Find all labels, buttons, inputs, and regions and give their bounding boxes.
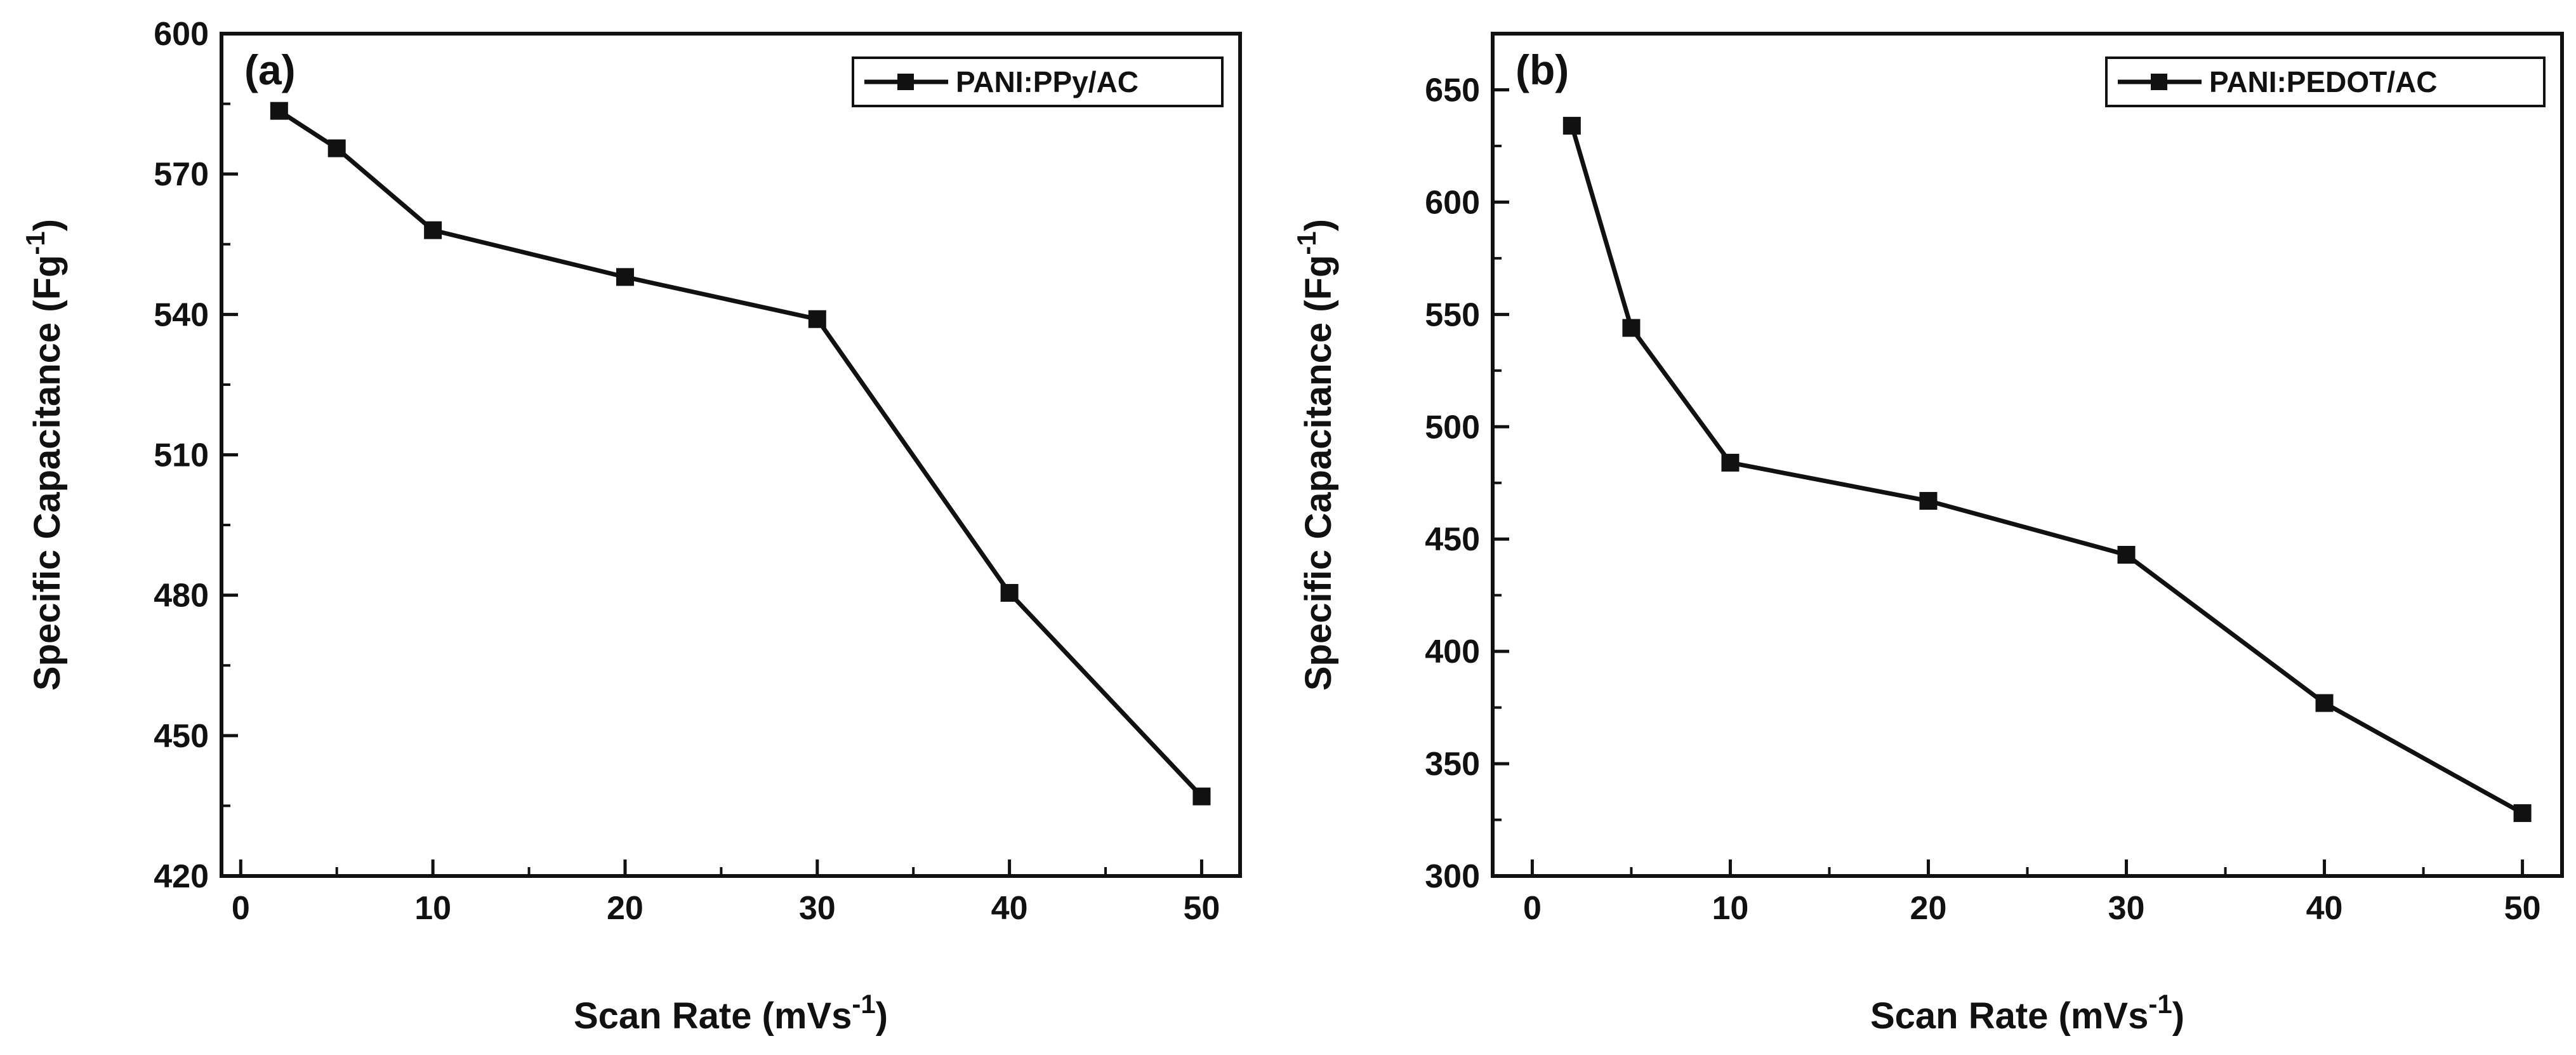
chart-panel-b: 0 10 20 30 40 50 300 350 400 450 500 550 600 650 (b) PA…	[1291, 32, 2564, 1037]
data-point	[808, 310, 826, 328]
legend-box	[2105, 56, 2546, 107]
data-point	[616, 268, 634, 286]
y-tick-label: 450	[154, 718, 209, 755]
x-tick-label: 30	[799, 890, 836, 927]
x-tick-label: 50	[2504, 890, 2541, 927]
series-line	[1569, 125, 2524, 815]
y-tick-label: 350	[1425, 746, 1480, 783]
x-axis-title-exp: -1	[2148, 989, 2172, 1019]
data-point	[270, 102, 288, 120]
data-point	[2513, 804, 2532, 822]
y-tick-label: 480	[154, 578, 209, 614]
plot-frame	[220, 32, 1242, 878]
x-axis-title-close: )	[2172, 995, 2184, 1037]
x-tick-label: 10	[1712, 890, 1749, 927]
x-axis-title: Scan Rate (mVs-1)	[574, 989, 888, 1037]
y-axis-title-close: )	[1298, 219, 1339, 231]
x-tick-label: 40	[2306, 890, 2343, 927]
y-tick-label: 550	[1425, 296, 1480, 333]
y-tick-label: 500	[1425, 409, 1480, 446]
data-point	[2117, 545, 2136, 564]
x-axis-title-text: Scan Rate (mVs	[574, 995, 852, 1037]
panel-label: (a)	[244, 46, 296, 93]
x-tick-label: 20	[1910, 890, 1947, 927]
y-axis-title-exp: -1	[20, 231, 50, 255]
y-tick-label: 510	[154, 437, 209, 474]
plot-frame	[1491, 32, 2564, 878]
series-line	[277, 109, 1203, 799]
y-axis-title-text: Specific Capacitance (Fg	[27, 255, 68, 691]
data-point	[1721, 453, 1740, 472]
legend-label: PANI:PPy/AC	[956, 65, 1139, 98]
legend-marker	[897, 74, 914, 90]
y-tick-label: 400	[1425, 634, 1480, 670]
y-tick-label: 600	[1425, 184, 1480, 221]
x-tick-label: 0	[1523, 890, 1542, 927]
y-axis-title-exp: -1	[1291, 231, 1321, 255]
x-axis-title: Scan Rate (mVs-1)	[1870, 989, 2184, 1037]
data-point	[2315, 694, 2334, 712]
x-tick-label: 50	[1184, 890, 1220, 927]
data-point	[1192, 787, 1211, 806]
data-point	[1919, 492, 1938, 510]
y-axis-title-close: )	[27, 219, 68, 231]
y-tick-label: 420	[154, 858, 209, 895]
y-axis-title: Specific Capacitance (Fg-1)	[20, 219, 68, 691]
x-tick-label: 10	[414, 890, 451, 927]
y-tick-label: 570	[154, 156, 209, 193]
data-point	[1622, 319, 1641, 337]
y-tick-label: 300	[1425, 858, 1480, 895]
chart-panel-a: 0 10 20 30 40 50 420 450 480 510 540 570 600 (a) PANI:…	[20, 16, 1242, 1037]
y-axis-title: Specific Capacitance (Fg-1)	[1291, 219, 1339, 691]
x-axis-title-close: )	[876, 995, 888, 1037]
x-tick-label: 0	[232, 890, 250, 927]
data-point	[327, 139, 346, 157]
y-tick-label: 650	[1425, 72, 1480, 109]
y-tick-label: 540	[154, 296, 209, 333]
y-tick-label: 600	[154, 16, 209, 53]
x-tick-label: 20	[607, 890, 644, 927]
y-tick-label: 450	[1425, 521, 1480, 558]
legend-marker	[2151, 74, 2167, 90]
x-axis-title-text: Scan Rate (mVs	[1870, 995, 2148, 1037]
legend-label: PANI:PEDOT/AC	[2209, 65, 2438, 98]
x-axis-title-exp: -1	[852, 989, 875, 1019]
data-point	[1000, 583, 1019, 602]
y-axis-title-text: Specific Capacitance (Fg	[1298, 255, 1339, 691]
x-tick-label: 30	[2108, 890, 2145, 927]
x-tick-label: 40	[991, 890, 1028, 927]
panel-label: (b)	[1516, 46, 1569, 93]
data-point	[1562, 117, 1581, 135]
data-point	[424, 221, 442, 239]
